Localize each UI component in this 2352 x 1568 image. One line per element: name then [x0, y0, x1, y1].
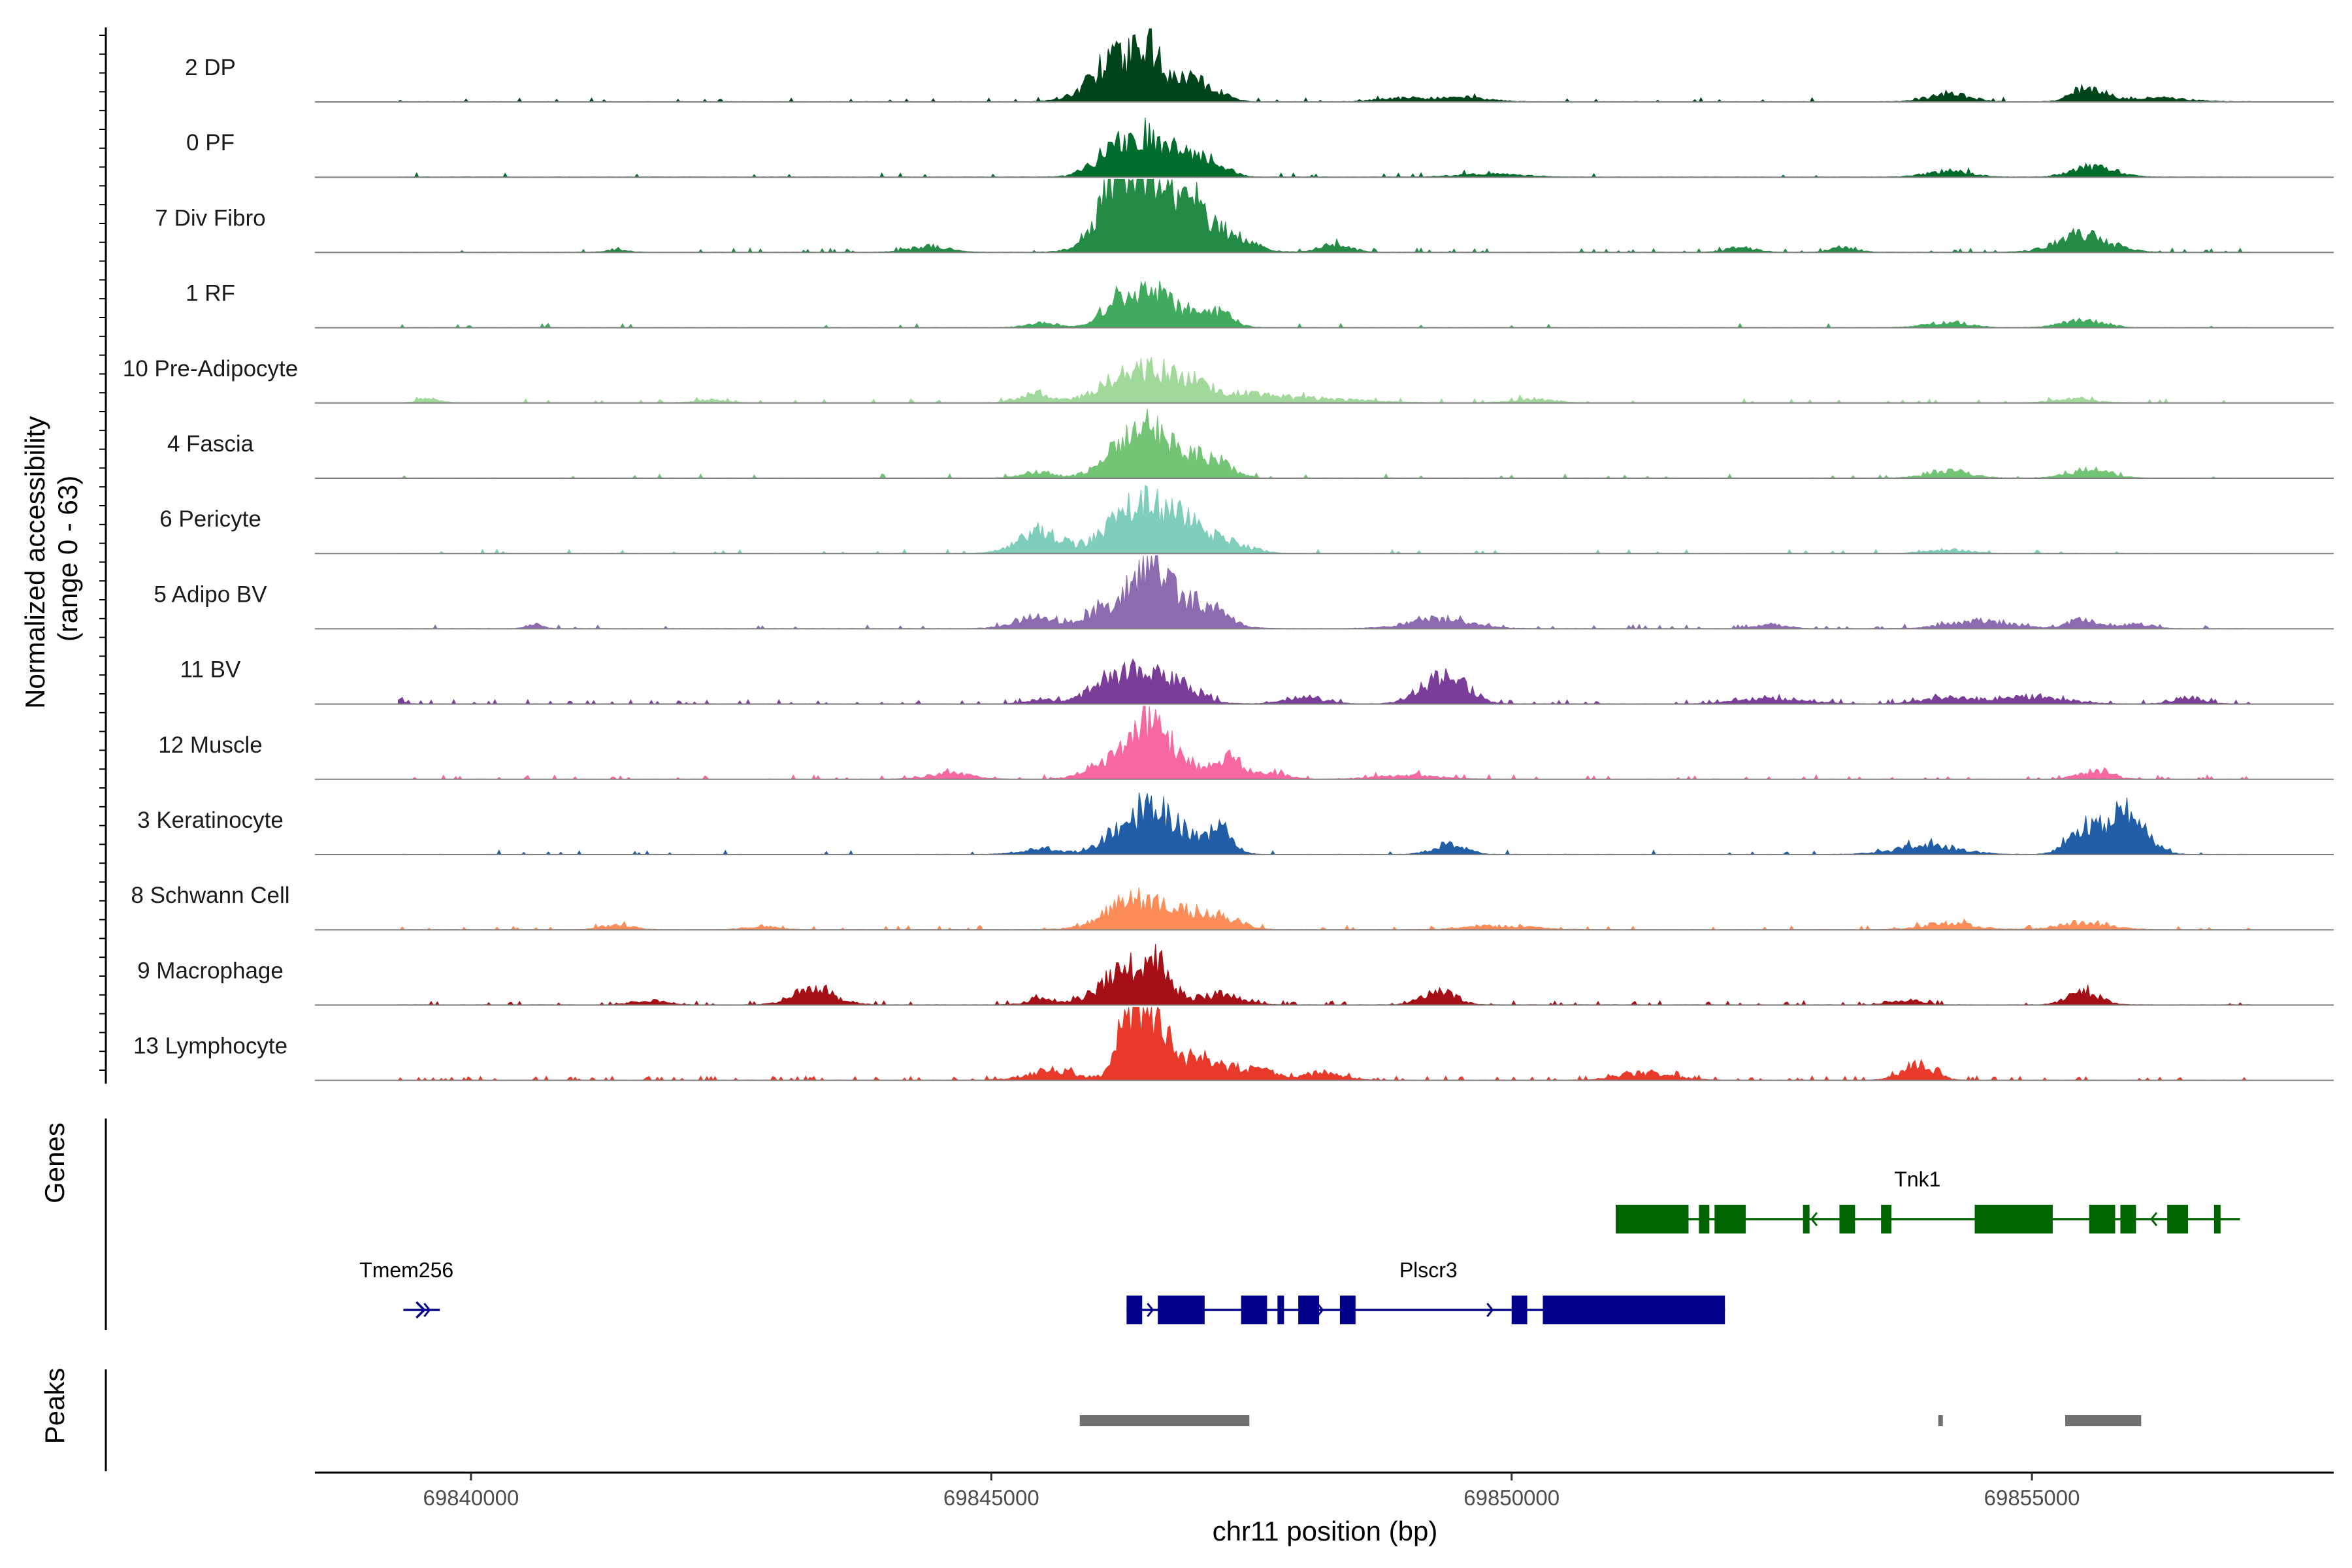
strand-arrow	[416, 1301, 426, 1319]
peak-region	[1938, 1415, 1943, 1426]
y-axis-title: Normalized accessibility (range 0 - 63)	[20, 408, 83, 709]
x-tick-label: 69855000	[1984, 1486, 2080, 1510]
track-0-pf: 0 PF	[186, 117, 2334, 178]
track-4-fascia: 4 Fascia	[167, 408, 2334, 479]
x-axis-title: chr11 position (bp)	[1213, 1516, 1438, 1546]
track-8-schwann-cell: 8 Schwann Cell	[131, 883, 2334, 931]
track-7-div-fibro: 7 Div Fibro	[155, 178, 2334, 253]
gene-exon	[1803, 1205, 1810, 1233]
track-label: 11 BV	[180, 657, 241, 683]
strand-arrow	[1316, 1303, 1324, 1317]
gene-exon	[1298, 1296, 1320, 1324]
coverage-area	[397, 1006, 2251, 1081]
coverage-area	[397, 658, 2251, 705]
gene-exon	[1615, 1205, 1689, 1233]
track-1-rf: 1 RF	[186, 280, 2334, 329]
coverage-tracks: 2 DP 0 PF 7 Div Fibro 1 RF 10 Pre-Adipocyte 4…	[123, 28, 2334, 1081]
gene-exon	[1511, 1296, 1527, 1324]
track-11-bv: 11 BV	[180, 657, 2334, 705]
gene-exon	[1241, 1296, 1267, 1324]
gene-exon	[1339, 1296, 1356, 1324]
track-label: 10 Pre-Adipocyte	[123, 356, 298, 382]
peak-region-track	[105, 1369, 2142, 1471]
track-label: 3 Keratinocyte	[137, 808, 284, 833]
gene-exon	[1881, 1205, 1892, 1233]
gene-exon	[2167, 1205, 2189, 1233]
strand-arrow	[1810, 1212, 1818, 1226]
x-axis: 69840000 69845000 69850000 69855000	[315, 1471, 2334, 1510]
track-2-dp: 2 DP	[185, 28, 2334, 103]
x-tick-label: 69840000	[423, 1486, 519, 1510]
gene-label: Tmem256	[359, 1258, 453, 1282]
y-axis-title-line2: (range 0 - 63)	[52, 476, 83, 642]
strand-arrow	[1147, 1303, 1154, 1317]
track-label: 9 Macrophage	[137, 958, 284, 983]
track-5-adipo-bv: 5 Adipo BV	[154, 555, 2334, 630]
track-12-muscle: 12 Muscle	[158, 706, 2334, 780]
x-tick-label: 69850000	[1463, 1486, 1560, 1510]
strand-arrow	[423, 1303, 431, 1317]
track-10-pre-adipocyte: 10 Pre-Adipocyte	[123, 356, 2334, 404]
track-label: 0 PF	[186, 130, 235, 155]
gene-exon	[1839, 1205, 1855, 1233]
track-label: 8 Schwann Cell	[131, 883, 289, 908]
strand-arrow	[1486, 1303, 1494, 1317]
gene-exon	[1699, 1205, 1710, 1233]
gene-tnk1: Tnk1	[1615, 1168, 2240, 1233]
gene-exon	[1277, 1296, 1284, 1324]
gene-label: Tnk1	[1894, 1168, 1940, 1191]
gene-tmem256: Tmem256	[359, 1258, 453, 1319]
gene-exon	[2120, 1205, 2136, 1233]
track-label: 1 RF	[186, 281, 235, 306]
track-label: 12 Muscle	[158, 732, 263, 758]
gene-exon	[2089, 1205, 2115, 1233]
y-axis-title-line1: Normalized accessibility	[20, 416, 50, 709]
track-label: 4 Fascia	[167, 431, 254, 457]
gene-label: Plscr3	[1399, 1258, 1458, 1282]
peak-region	[1079, 1415, 1250, 1426]
gene-exon	[2213, 1205, 2221, 1233]
gene-exon	[1158, 1296, 1205, 1324]
track-label: 13 Lymphocyte	[133, 1034, 287, 1059]
peak-region	[2065, 1415, 2142, 1426]
track-9-macrophage: 9 Macrophage	[137, 943, 2334, 1006]
track-13-lymphocyte: 13 Lymphocyte	[133, 1006, 2334, 1081]
coverage-y-axis	[99, 27, 107, 1084]
genes-track-title: Genes	[39, 1122, 70, 1203]
gene-exon	[1126, 1296, 1143, 1324]
gene-exon	[1974, 1205, 2053, 1233]
gene-plscr3: Plscr3	[1126, 1258, 1725, 1324]
gene-exon	[1714, 1205, 1746, 1233]
x-tick-label: 69845000	[943, 1486, 1039, 1510]
strand-arrow	[2150, 1212, 2158, 1226]
gene-annotation-track: Tnk1 Plscr3 Tmem256	[105, 1119, 2240, 1330]
track-label: 2 DP	[185, 55, 236, 80]
track-6-pericyte: 6 Pericyte	[159, 484, 2334, 555]
track-label: 5 Adipo BV	[154, 581, 267, 607]
track-3-keratinocyte: 3 Keratinocyte	[137, 792, 2334, 855]
track-label: 7 Div Fibro	[155, 205, 265, 231]
gene-exon	[1543, 1296, 1725, 1324]
track-label: 6 Pericyte	[159, 506, 261, 532]
peaks-track-title: Peaks	[39, 1368, 70, 1445]
